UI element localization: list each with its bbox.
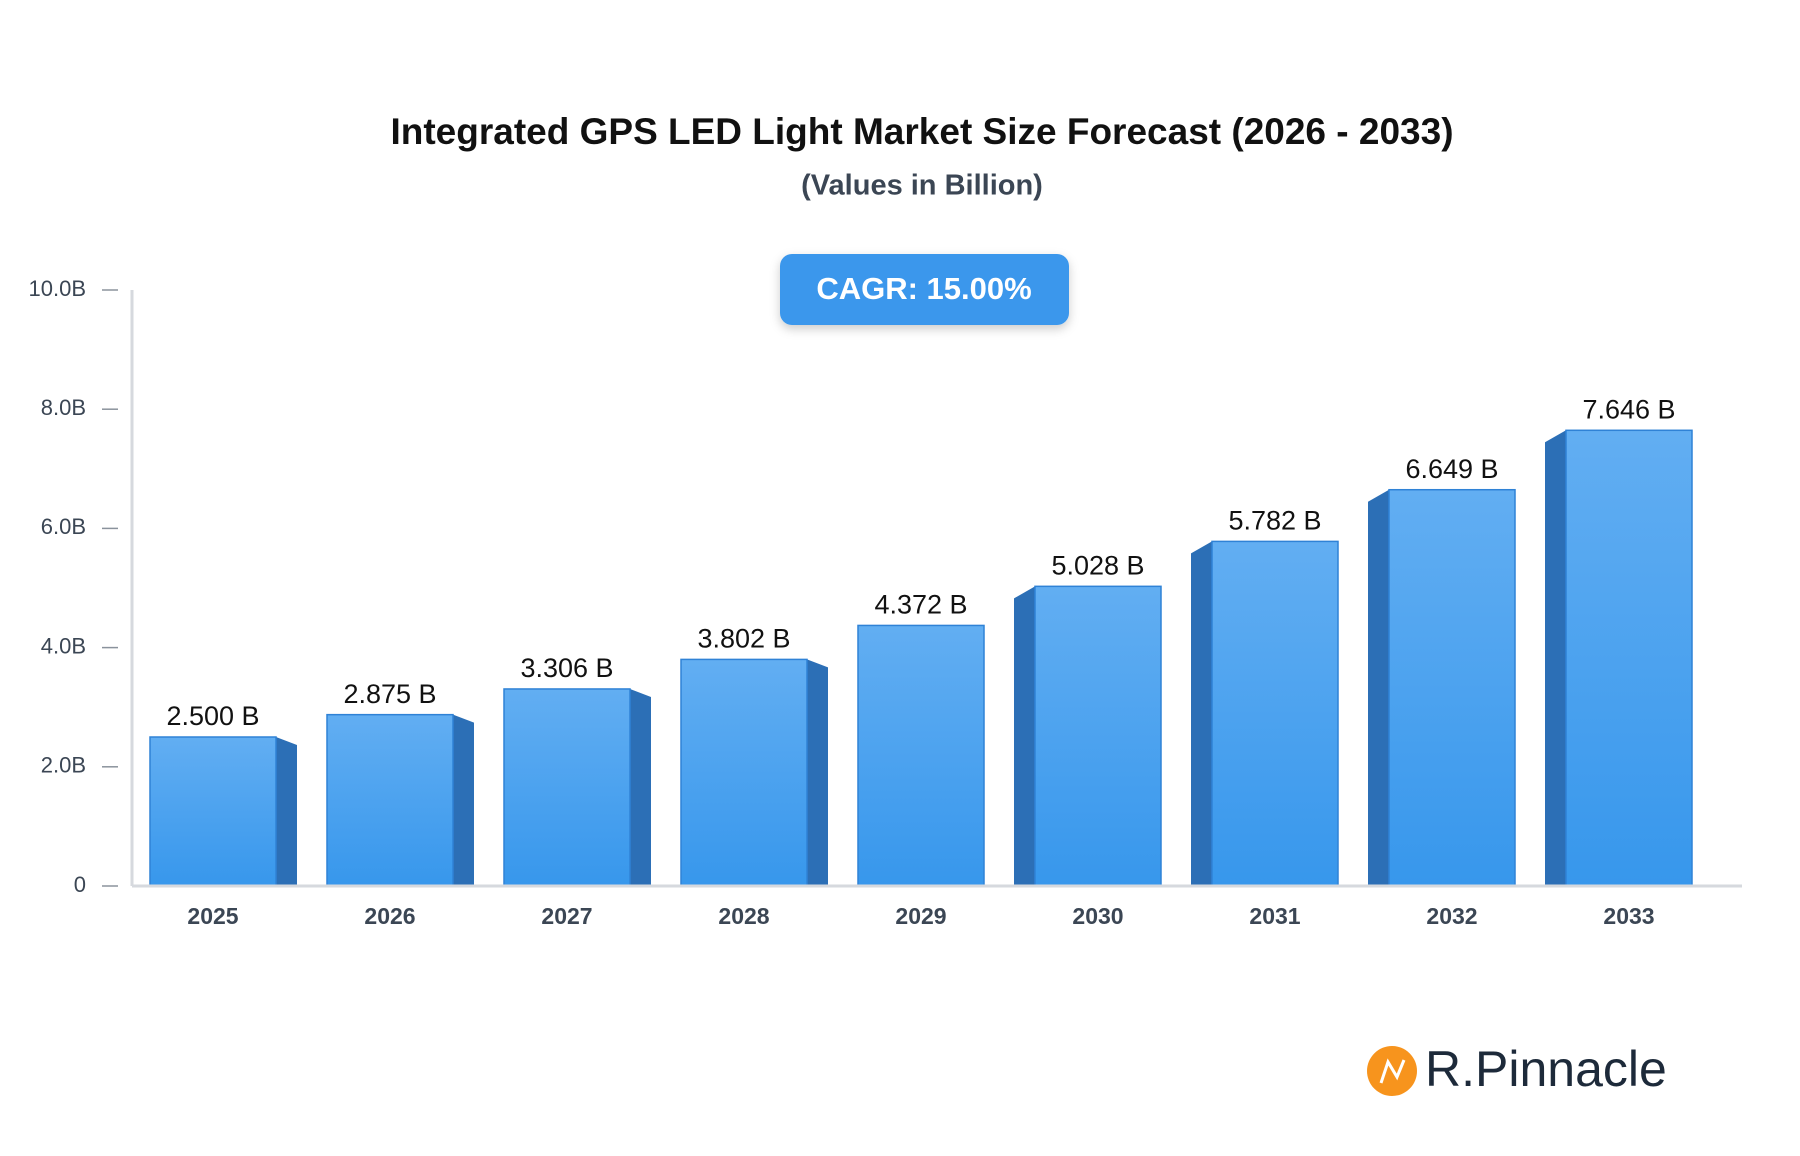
value-label: 2.500 B	[166, 701, 259, 731]
x-tick-label: 2027	[541, 903, 592, 929]
y-tick-label: 0	[74, 872, 86, 897]
cagr-badge	[780, 254, 1069, 325]
bar	[1565, 429, 1693, 887]
x-tick-label: 2030	[1072, 903, 1123, 929]
bar-side	[630, 688, 651, 886]
y-tick-label: 2.0B	[41, 753, 86, 778]
x-tick-label: 2032	[1426, 903, 1477, 929]
bar	[503, 688, 631, 887]
y-tick-label: 10.0B	[29, 276, 87, 301]
value-label: 3.802 B	[697, 624, 790, 654]
chart-subtitle: (Values in Billion)	[801, 170, 1043, 202]
bar-side	[1368, 489, 1389, 886]
x-tick-label: 2028	[718, 903, 769, 929]
bar-side	[1545, 430, 1566, 886]
x-tick-label: 2026	[364, 903, 415, 929]
bar-side	[1191, 541, 1212, 886]
value-label: 2.875 B	[343, 679, 436, 709]
bar	[680, 658, 808, 887]
x-tick-label: 2029	[895, 903, 946, 929]
value-label: 5.028 B	[1051, 550, 1144, 580]
cagr-label: CAGR: 15.00%	[816, 271, 1031, 306]
bar	[1211, 540, 1339, 887]
bar-side	[453, 714, 474, 886]
value-label: 7.646 B	[1582, 394, 1675, 424]
value-label: 6.649 B	[1405, 454, 1498, 484]
value-label: 5.782 B	[1228, 506, 1321, 536]
bar-side	[807, 659, 828, 886]
value-label: 3.306 B	[520, 653, 613, 683]
logo-text: R.Pinnacle	[1425, 1041, 1667, 1097]
bar	[1388, 488, 1516, 887]
bar-side	[1014, 586, 1035, 886]
bar	[1034, 585, 1162, 887]
y-tick-label: 6.0B	[41, 514, 86, 539]
y-tick-label: 4.0B	[41, 633, 86, 658]
y-tick-label: 8.0B	[41, 395, 86, 420]
x-tick-label: 2025	[187, 903, 238, 929]
value-label: 4.372 B	[874, 590, 967, 620]
logo: R.Pinnacle	[1367, 1041, 1667, 1097]
bar	[149, 736, 277, 887]
x-tick-label: 2031	[1249, 903, 1300, 929]
bar	[326, 713, 454, 887]
bar-side	[276, 737, 297, 886]
x-tick-label: 2033	[1603, 903, 1654, 929]
bar	[857, 624, 985, 887]
chart-title: Integrated GPS LED Light Market Size For…	[390, 111, 1453, 152]
